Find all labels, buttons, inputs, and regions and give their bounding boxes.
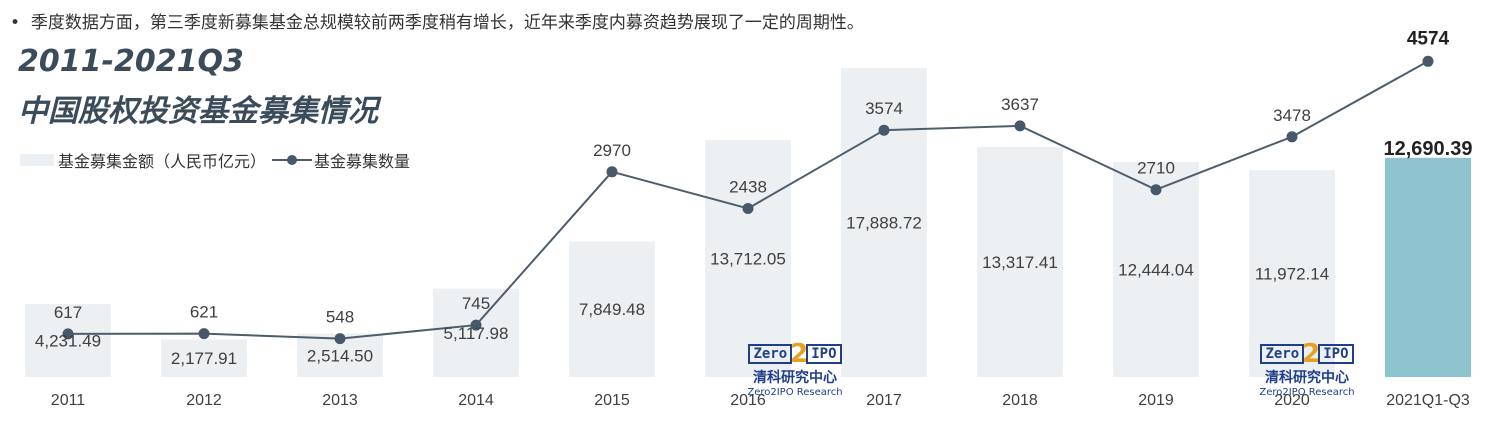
- x-tick-label: 2019: [1138, 392, 1174, 409]
- count-value-label: 617: [54, 303, 82, 322]
- watermark-en: Zero2IPO Research: [1259, 387, 1355, 398]
- bar-value-label: 2,514.50: [307, 346, 373, 365]
- bar: [841, 68, 927, 377]
- x-tick-label: 2011: [51, 392, 86, 409]
- count-point: [198, 328, 210, 340]
- count-point: [1014, 120, 1026, 132]
- watermark-two: 2: [790, 339, 809, 369]
- bar-value-label: 7,849.48: [579, 300, 645, 319]
- count-point: [742, 202, 754, 214]
- count-value-label: 548: [326, 308, 354, 327]
- count-value-label: 3478: [1273, 106, 1311, 125]
- x-tick-label: 2018: [1002, 392, 1038, 409]
- bar-value-label: 12,690.39: [1384, 138, 1473, 160]
- bar: [433, 288, 519, 377]
- count-point: [878, 124, 890, 136]
- watermark-en: Zero2IPO Research: [747, 387, 843, 398]
- count-point: [1422, 55, 1434, 67]
- watermark-cn: 清科研究中心: [753, 370, 837, 386]
- count-value-label: 3574: [865, 99, 903, 118]
- bar: [161, 339, 247, 377]
- watermark-two: 2: [1302, 339, 1321, 369]
- bar: [705, 140, 791, 377]
- bar-value-label: 5,117.98: [444, 324, 509, 343]
- count-value-label: 4574: [1407, 28, 1450, 49]
- bar-value-label: 4,231.49: [35, 331, 101, 350]
- count-point: [334, 333, 346, 345]
- bar-value-label: 17,888.72: [846, 214, 922, 233]
- count-point: [470, 319, 482, 331]
- watermark-logo: Zero 2 IPO 清科研究中心 Zero2IPO Research: [745, 339, 845, 398]
- bar-value-label: 12,444.04: [1118, 261, 1194, 280]
- count-value-label: 2970: [593, 141, 631, 160]
- count-value-label: 3637: [1001, 95, 1039, 114]
- x-tick-label: 2014: [458, 392, 494, 409]
- count-point: [62, 328, 74, 340]
- watermark-logo: Zero 2 IPO 清科研究中心 Zero2IPO Research: [1257, 339, 1357, 398]
- bar: [569, 241, 655, 377]
- x-tick-label: 2021Q1-Q3: [1386, 392, 1470, 409]
- bullet-text: 季度数据方面，第三季度新募集基金总规模较前两季度稍有增长，近年来季度内募资趋势展…: [30, 13, 864, 33]
- count-point: [1286, 131, 1298, 143]
- legend-line-swatch: [272, 155, 313, 165]
- count-value-label: 621: [190, 303, 218, 322]
- legend-bar-swatch: [20, 154, 54, 166]
- count-point: [1150, 184, 1162, 196]
- legend: 基金募集金额（人民币亿元） 基金募集数量: [20, 148, 410, 172]
- chart-title-line1: 2011-2021Q3: [18, 44, 244, 79]
- legend-count-label: 基金募集数量: [314, 152, 411, 171]
- x-tick-label: 2013: [322, 392, 358, 409]
- bar-value-label: 2,177.91: [171, 349, 237, 368]
- bar: [25, 303, 111, 377]
- x-tick-label: 2017: [866, 392, 902, 409]
- count-value-label: 745: [462, 294, 490, 313]
- bar-value-label: 13,712.05: [710, 250, 786, 269]
- bar: [1385, 157, 1471, 377]
- bar-value-label: 11,972.14: [1255, 265, 1329, 284]
- watermark-zero: Zero: [1260, 344, 1305, 364]
- count-point: [606, 166, 618, 178]
- bar: [1249, 170, 1335, 377]
- bar: [1113, 162, 1199, 377]
- x-tick-label: 2015: [594, 392, 630, 409]
- watermark-cn: 清科研究中心: [1265, 370, 1349, 386]
- watermark-ipo: IPO: [1318, 344, 1354, 364]
- bar: [977, 146, 1063, 377]
- chart-title-line2: 中国股权投资基金募集情况: [18, 94, 378, 129]
- x-tick-label: 2016: [730, 392, 766, 409]
- bar-value-label: 13,317.41: [982, 253, 1058, 272]
- watermark-ipo: IPO: [806, 344, 842, 364]
- count-value-label: 2438: [729, 177, 767, 196]
- count-value-label: 2710: [1137, 159, 1175, 178]
- bullet-note: • 季度数据方面，第三季度新募集基金总规模较前两季度稍有增长，近年来季度内募资趋…: [10, 13, 864, 33]
- legend-amount-label: 基金募集金额（人民币亿元）: [58, 152, 267, 171]
- x-tick-label: 2020: [1274, 392, 1310, 409]
- x-tick-label: 2012: [186, 392, 222, 409]
- watermark-zero: Zero: [748, 344, 793, 364]
